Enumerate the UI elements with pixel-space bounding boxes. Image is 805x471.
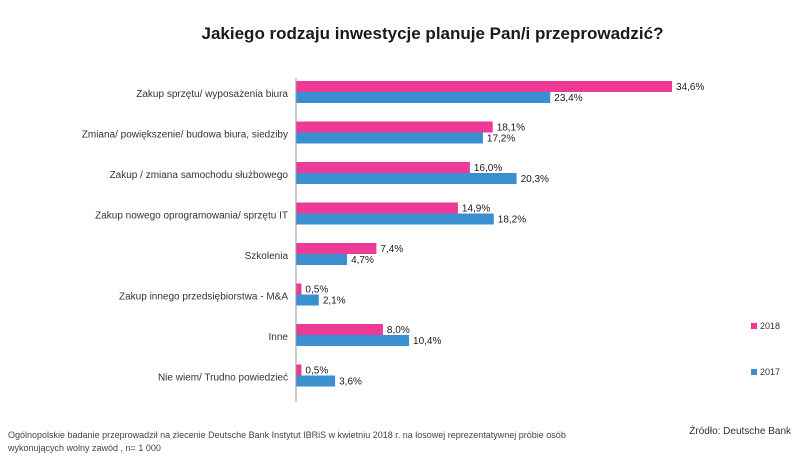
bar-2017 bbox=[296, 254, 348, 265]
data-label-2018: 16,0% bbox=[474, 163, 502, 174]
category-label: Szkolenia bbox=[245, 251, 289, 262]
bar-2018 bbox=[296, 283, 302, 295]
legend-swatch-2017 bbox=[751, 369, 757, 375]
data-label-2018: 14,9% bbox=[462, 204, 490, 215]
bar-2018 bbox=[296, 81, 672, 92]
category-label: Inne bbox=[269, 332, 289, 343]
chart-title: Jakiego rodzaju inwestycje planuje Pan/i… bbox=[201, 24, 664, 43]
bar-2017 bbox=[296, 132, 483, 144]
bar-2018 bbox=[296, 121, 493, 133]
category-label: Nie wiem/ Trudno powiedzieć bbox=[158, 373, 288, 384]
data-label-2018: 34,6% bbox=[676, 82, 704, 93]
data-label-2017: 17,2% bbox=[487, 134, 515, 145]
data-label-2018: 18,1% bbox=[497, 123, 525, 134]
legend-label-2017: 2017 bbox=[760, 367, 780, 377]
bar-2017 bbox=[296, 335, 410, 346]
data-label-2018: 7,4% bbox=[380, 244, 403, 255]
bar-2017 bbox=[296, 92, 551, 103]
bar-2018 bbox=[296, 243, 377, 254]
bar-2018 bbox=[296, 324, 383, 335]
data-label-2018: 8,0% bbox=[387, 325, 410, 336]
data-label-2017: 23,4% bbox=[554, 93, 582, 104]
bar-2017 bbox=[296, 294, 319, 306]
data-label-2017: 2,1% bbox=[323, 296, 346, 307]
category-label: Zmiana/ powiększenie/ budowa biura, sied… bbox=[82, 130, 288, 141]
category-label: Zakup innego przedsiębiorstwa - M&A bbox=[119, 292, 288, 303]
category-label: Zakup sprzętu/ wyposażenia biura bbox=[136, 89, 288, 100]
data-label-2017: 18,2% bbox=[498, 215, 526, 226]
source-note: Źródło: Deutsche Bank bbox=[689, 426, 791, 437]
data-label-2017: 10,4% bbox=[413, 336, 441, 347]
category-label: Zakup nowego oprogramowania/ sprzętu IT bbox=[95, 211, 288, 222]
bar-2017 bbox=[296, 173, 517, 184]
data-label-2017: 3,6% bbox=[339, 377, 362, 388]
bar-2018 bbox=[296, 162, 470, 173]
bar-2017 bbox=[296, 213, 494, 225]
data-label-2018: 0,5% bbox=[305, 366, 328, 377]
bar-2017 bbox=[296, 375, 336, 387]
legend-swatch-2018 bbox=[751, 323, 757, 329]
data-label-2017: 20,3% bbox=[521, 174, 549, 185]
legend-label-2018: 2018 bbox=[760, 321, 780, 331]
category-label: Zakup / zmiana samochodu służbowego bbox=[110, 170, 289, 181]
footnote: Ogólnopolskie badanie przeprowadził na z… bbox=[8, 430, 566, 453]
data-label-2017: 4,7% bbox=[351, 255, 374, 266]
bar-2018 bbox=[296, 202, 458, 214]
data-label-2018: 0,5% bbox=[305, 285, 328, 296]
bar-2018 bbox=[296, 364, 302, 376]
